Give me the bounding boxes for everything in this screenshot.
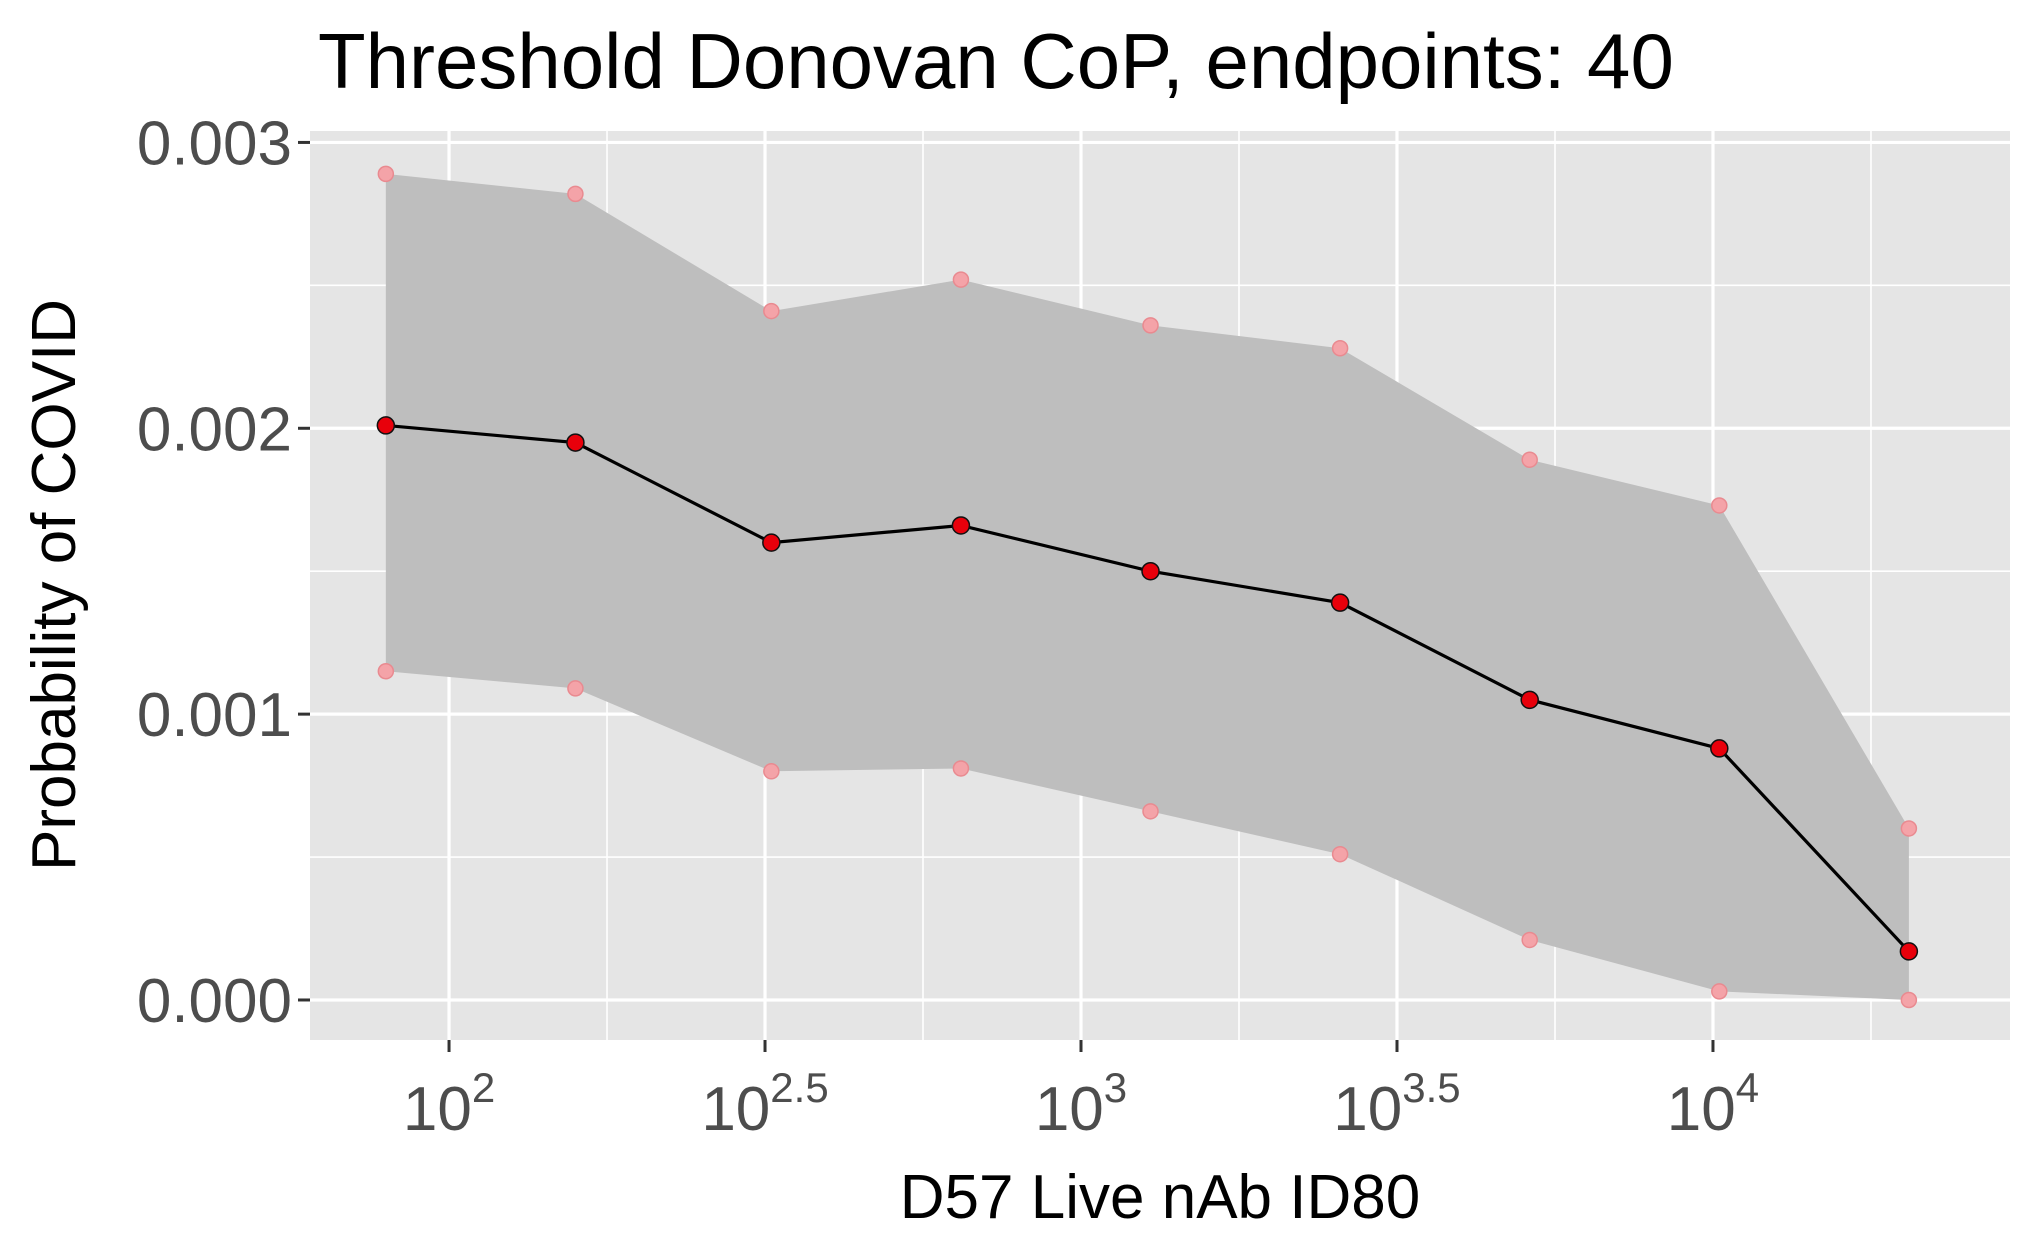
y-tick-label: 0.003 bbox=[137, 109, 292, 178]
ci-upper-point bbox=[1142, 317, 1159, 334]
series-points bbox=[376, 416, 1919, 961]
ci-lower-point bbox=[1521, 931, 1538, 949]
x-tick-label: 103.5 bbox=[1333, 1064, 1460, 1144]
y-axis: 0.000 0.001 0.002 0.003 bbox=[137, 109, 310, 1036]
x-axis-title: D57 Live nAb ID80 bbox=[900, 1163, 1420, 1232]
y-tick-label: 0.001 bbox=[137, 681, 292, 750]
ci-lower-point bbox=[1900, 991, 1918, 1009]
y-tick-label: 0.002 bbox=[137, 395, 292, 464]
ci-points bbox=[377, 165, 1918, 1009]
ci-upper-point bbox=[1711, 497, 1728, 514]
ci-lower-point bbox=[952, 760, 970, 777]
ci-upper-point bbox=[1521, 451, 1538, 468]
chart-title: Threshold Donovan CoP, endpoints: 40 bbox=[318, 17, 1674, 105]
ci-lower-point bbox=[567, 680, 584, 697]
data-point bbox=[1710, 739, 1729, 758]
ci-lower-point bbox=[1331, 845, 1349, 863]
ci-upper-point bbox=[567, 185, 584, 203]
ci-upper-point bbox=[952, 271, 970, 288]
data-point bbox=[1520, 690, 1539, 710]
data-point bbox=[566, 433, 585, 452]
data-point bbox=[1899, 942, 1919, 961]
ci-upper-point bbox=[763, 302, 780, 320]
data-point bbox=[1141, 561, 1160, 581]
x-tick-label: 104 bbox=[1667, 1064, 1759, 1144]
data-point bbox=[951, 516, 971, 535]
data-point bbox=[376, 416, 396, 435]
y-axis-title: Probability of COVID bbox=[20, 299, 89, 871]
x-tick-label: 102 bbox=[403, 1064, 495, 1144]
x-tick-label: 103 bbox=[1035, 1064, 1127, 1144]
data-point bbox=[1330, 593, 1350, 612]
confidence-band bbox=[385, 173, 1909, 1000]
x-tick-label: 102.5 bbox=[701, 1064, 828, 1144]
data-point bbox=[762, 533, 781, 552]
ci-upper-point bbox=[1900, 820, 1918, 837]
ci-upper-point bbox=[377, 165, 395, 183]
ci-upper-point bbox=[1331, 339, 1349, 357]
ci-lower-point bbox=[763, 763, 780, 780]
x-axis: 102 102.5 103 103.5 104 bbox=[403, 1040, 1759, 1144]
ci-lower-point bbox=[377, 663, 395, 680]
y-tick-label: 0.000 bbox=[137, 967, 292, 1036]
ci-lower-point bbox=[1711, 983, 1728, 1000]
ci-lower-point bbox=[1142, 803, 1159, 820]
